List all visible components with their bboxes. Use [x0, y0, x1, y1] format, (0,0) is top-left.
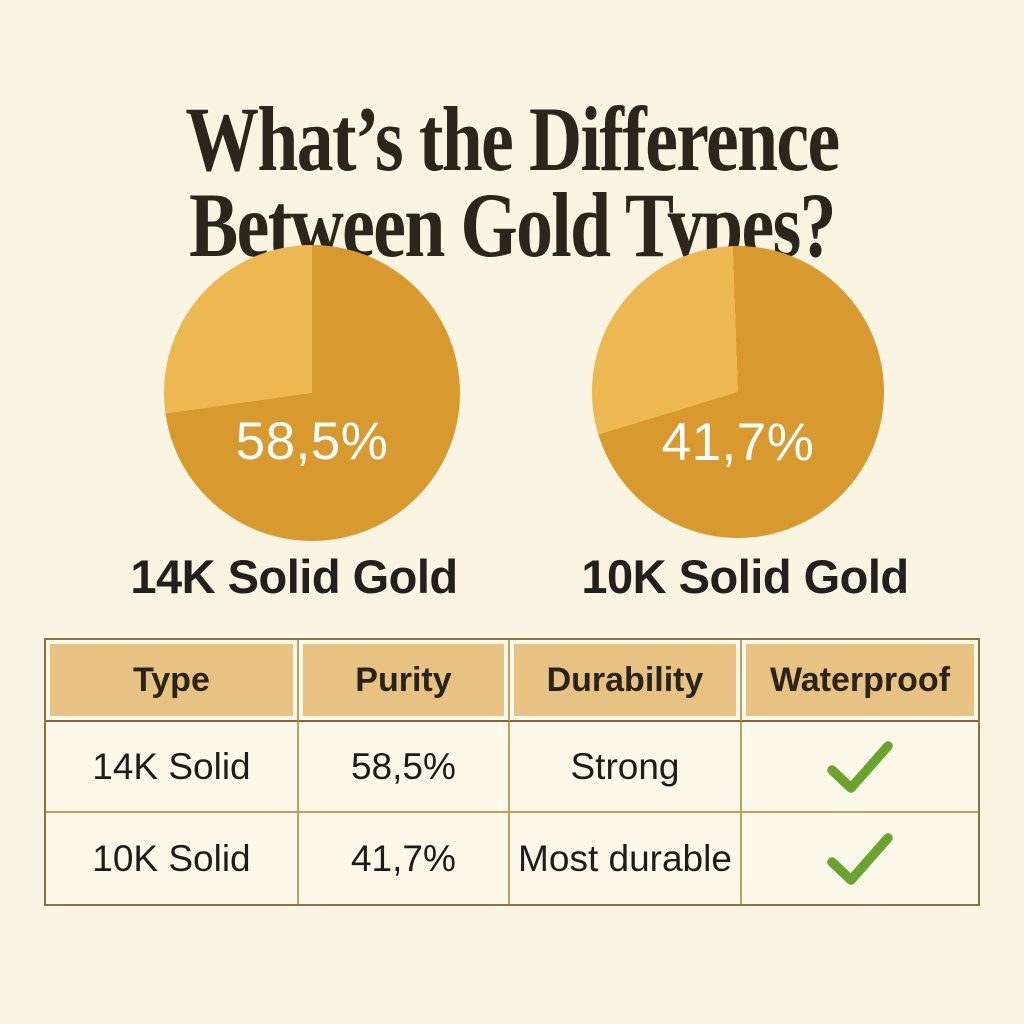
- cell-waterproof-10k: [742, 813, 978, 904]
- pie-chart-10k-gold: 41,7%: [592, 246, 884, 538]
- table-row-10k: 10K Solid 41,7% Most durable: [46, 813, 978, 904]
- cell-purity-14k: 58,5%: [298, 722, 510, 813]
- table-row-14k: 14K Solid 58,5% Strong: [46, 722, 978, 813]
- cell-purity-10k: 41,7%: [299, 813, 510, 904]
- header-cell-durability: Durability: [510, 640, 742, 722]
- table-header-row: Type Purity Durability Waterproof: [46, 640, 978, 722]
- checkmark-icon: [825, 831, 895, 887]
- pie-value-label-14k: 58,5%: [235, 412, 389, 471]
- cell-durability-10k: Most durable: [510, 813, 742, 904]
- page-title: What’s the Difference Between Gold Types?: [102, 93, 921, 271]
- table-body: 14K Solid 58,5% Strong 10K Solid 41,7% M…: [46, 722, 978, 904]
- header-cell-waterproof: Waterproof: [742, 640, 978, 722]
- pie-caption-10k: 10K Solid Gold: [581, 550, 909, 603]
- header-cell-purity: Purity: [298, 640, 510, 722]
- checkmark-icon: [825, 739, 895, 795]
- title-line-1: What’s the Difference: [185, 87, 840, 190]
- cell-waterproof-14k: [742, 722, 978, 813]
- comparison-table: Type Purity Durability Waterproof 14K So…: [44, 638, 980, 906]
- pie-caption-14k: 14K Solid Gold: [130, 550, 458, 603]
- cell-durability-14k: Strong: [510, 722, 742, 813]
- header-cell-type: Type: [46, 640, 299, 722]
- pie-value-label-10k: 41,7%: [661, 413, 815, 472]
- cell-type-14k: 14K Solid: [46, 722, 299, 813]
- cell-type-10k: 10K Solid: [46, 813, 299, 904]
- pie-chart-14k-gold: 58,5%: [164, 245, 460, 541]
